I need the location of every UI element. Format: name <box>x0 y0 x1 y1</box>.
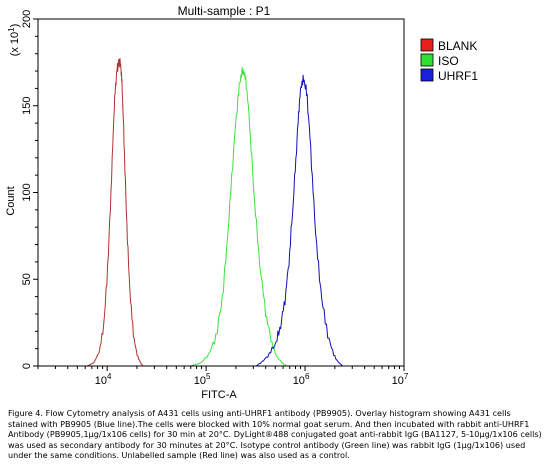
caption-line: Antibody (PB9905,1µg/1x106 cells) for 30… <box>8 429 542 439</box>
caption-line: stained with PB9905 (Blue line).The cell… <box>8 418 530 429</box>
legend-swatch <box>420 38 434 52</box>
legend-swatch <box>420 68 434 82</box>
caption-line: was used as secondary antibody for 30 mi… <box>8 439 526 450</box>
x-tick-label: 105 <box>194 372 211 387</box>
plot-frame <box>37 18 405 367</box>
y-axis-label: Count <box>5 186 17 215</box>
y-multiplier: (x 101) <box>7 24 21 57</box>
y-axis-ticks: 0 50 100 150 200 <box>21 10 38 369</box>
y-tick-label: 50 <box>21 273 33 285</box>
y-multiplier-open: (x 10 <box>9 32 21 56</box>
legend-label: BLANK <box>438 39 477 53</box>
series-line-blank <box>87 57 144 367</box>
y-multiplier-exp: 1 <box>7 27 16 32</box>
figure-caption: Figure 4. Flow Cytometry analysis of A43… <box>8 408 543 461</box>
y-tick-label: 100 <box>21 183 33 201</box>
y-tick-label: 150 <box>21 97 33 115</box>
y-tick-label: 200 <box>21 10 33 28</box>
legend-label: UHRF1 <box>438 69 478 83</box>
y-multiplier-close: ) <box>9 24 21 28</box>
x-tick-label: 106 <box>293 372 310 387</box>
x-tick-label: 104 <box>95 372 112 387</box>
series-line-iso <box>190 66 287 367</box>
x-axis-label: FITC-A <box>201 389 237 400</box>
caption-line: under the same conditions. Unlabelled sa… <box>8 450 350 460</box>
y-tick-label: 0 <box>21 363 33 369</box>
x-axis-ticks: 104 105 106 107 <box>37 366 409 387</box>
series-layer <box>87 57 344 367</box>
legend-swatch <box>420 53 434 67</box>
caption-line: Figure 4. Flow Cytometry analysis of A43… <box>8 408 511 418</box>
legend-label: ISO <box>438 54 459 68</box>
chart-title: Multi-sample : P1 <box>178 4 271 18</box>
flow-cytometry-chart: Multi-sample : P1 (x 101) Count FITC-A 0… <box>5 4 478 400</box>
series-line-uhrf1 <box>255 74 344 367</box>
x-tick-label: 107 <box>392 372 409 387</box>
